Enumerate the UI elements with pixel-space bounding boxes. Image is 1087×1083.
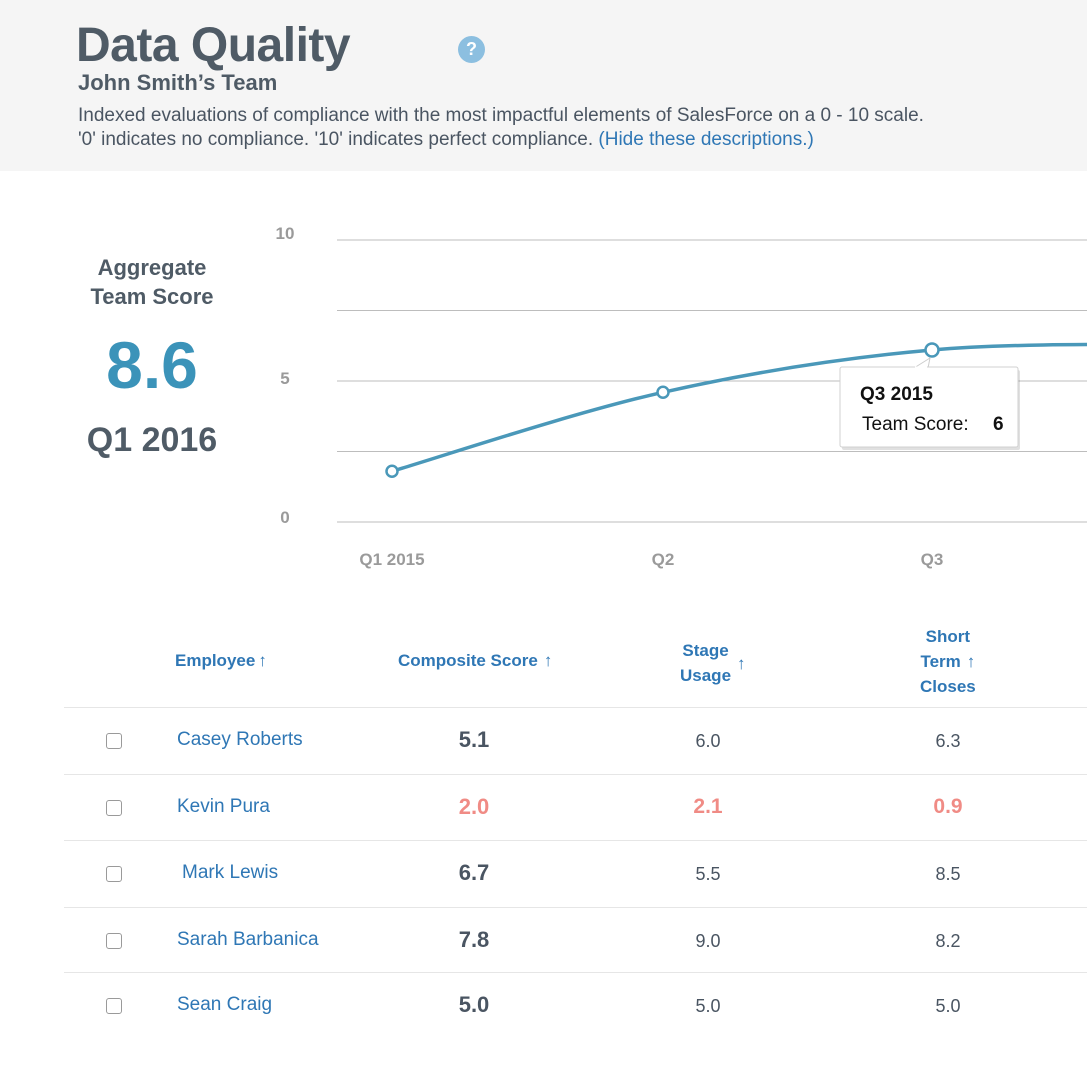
aggregate-label-line-1: Aggregate	[97, 255, 207, 280]
short-term-closes-score: 6.3	[935, 731, 961, 751]
employee-name-link[interactable]: Sean Craig	[177, 994, 273, 1015]
row-checkbox[interactable]	[106, 998, 122, 1014]
team-score-line-chart: 10 5 0 Q1 2015 Q2 Q3 Q3 2015 Team Score: 6	[276, 224, 1087, 569]
y-tick-label: 5	[280, 369, 289, 388]
table-row: Kevin Pura 2.0 2.1 0.9	[64, 774, 1087, 841]
short-header-line-3: Closes	[920, 677, 976, 696]
composite-score: 5.0	[458, 992, 490, 1017]
row-checkbox[interactable]	[106, 866, 122, 882]
stage-header-line-1: Stage	[682, 641, 729, 660]
x-tick-label: Q1 2015	[359, 550, 424, 569]
short-header-line-2: Term	[920, 652, 961, 671]
row-checkbox[interactable]	[106, 800, 122, 816]
stage-usage-column-header[interactable]: Stage Usage ↑	[680, 638, 746, 688]
x-tick-label: Q2	[652, 550, 675, 569]
short-term-closes-column-header[interactable]: Short Term ↑ Closes	[920, 624, 976, 699]
row-checkbox[interactable]	[106, 933, 122, 949]
help-icon[interactable]: ?	[458, 36, 485, 63]
x-tick-label: Q3	[921, 550, 944, 569]
page-header: Data Quality ? John Smith’s Team Indexed…	[0, 0, 1087, 171]
stage-usage-score: 5.0	[695, 996, 721, 1016]
short-term-closes-score: 8.2	[935, 931, 961, 951]
short-header-line-1: Short	[925, 627, 971, 646]
employee-name-link[interactable]: Mark Lewis	[182, 862, 279, 883]
aggregate-period: Q1 2016	[86, 421, 218, 459]
y-tick-label: 10	[276, 224, 295, 243]
aggregate-team-score: Aggregate Team Score 8.6 Q1 2016	[52, 253, 252, 460]
employee-name-link[interactable]: Kevin Pura	[177, 796, 270, 817]
stage-header-line-2: Usage	[680, 666, 732, 685]
stage-usage-score: 5.5	[695, 864, 721, 884]
tooltip-caret-join	[915, 366, 927, 369]
sort-arrow-icon: ↑	[258, 651, 267, 670]
composite-score: 2.0	[458, 794, 490, 819]
table-row: Mark Lewis 6.7 5.5 8.5	[64, 840, 1087, 907]
description-line-2: '0' indicates no compliance. '10' indica…	[78, 129, 594, 150]
row-checkbox[interactable]	[106, 733, 122, 749]
composite-score: 7.8	[458, 927, 490, 952]
hide-descriptions-link[interactable]: (Hide these descriptions.)	[598, 129, 814, 150]
employee-header-label: Employee	[175, 651, 256, 670]
sort-arrow-icon: ↑	[966, 652, 976, 671]
short-term-closes-score: 8.5	[935, 864, 961, 884]
composite-score: 5.1	[458, 727, 490, 752]
table-row: Sean Craig 5.0 5.0 5.0	[64, 972, 1087, 1039]
sort-arrow-icon: ↑	[543, 651, 553, 670]
employee-name-link[interactable]: Sarah Barbanica	[177, 929, 319, 950]
composite-header-label: Composite Score	[398, 651, 538, 670]
data-point	[656, 385, 670, 400]
tooltip	[839, 366, 1019, 448]
stage-usage-score: 6.0	[695, 731, 721, 751]
tooltip-label: Team Score:	[862, 414, 969, 435]
data-point	[385, 464, 399, 478]
table-row: Sarah Barbanica 7.8 9.0 8.2	[64, 907, 1087, 974]
aggregate-score-value: 8.6	[106, 328, 198, 402]
table-row: Casey Roberts 5.1 6.0 6.3	[64, 707, 1087, 774]
y-tick-label: 0	[280, 508, 289, 527]
aggregate-label-line-2: Team Score	[90, 284, 214, 309]
team-name: John Smith’s Team	[78, 70, 278, 95]
series-line	[391, 342, 1087, 473]
description: Indexed evaluations of compliance with t…	[78, 104, 1078, 152]
short-term-closes-score: 0.9	[933, 795, 963, 818]
stage-usage-score: 9.0	[695, 931, 721, 951]
stage-usage-score: 2.1	[693, 795, 723, 818]
aggregate-label: Aggregate Team Score	[52, 253, 252, 311]
composite-score-column-header[interactable]: Composite Score ↑	[398, 651, 552, 671]
composite-score: 6.7	[458, 860, 490, 885]
short-term-closes-score: 5.0	[935, 996, 961, 1016]
employee-column-header[interactable]: Employee ↑	[175, 651, 267, 671]
employee-name-link[interactable]: Casey Roberts	[177, 729, 303, 750]
tooltip-title: Q3 2015	[860, 384, 933, 405]
sort-arrow-icon: ↑	[737, 653, 746, 673]
description-line-1: Indexed evaluations of compliance with t…	[78, 105, 924, 126]
data-point	[924, 342, 940, 358]
tooltip-value: 6	[993, 414, 1004, 435]
page-title: Data Quality	[76, 19, 351, 72]
tooltip-caret	[912, 356, 931, 369]
